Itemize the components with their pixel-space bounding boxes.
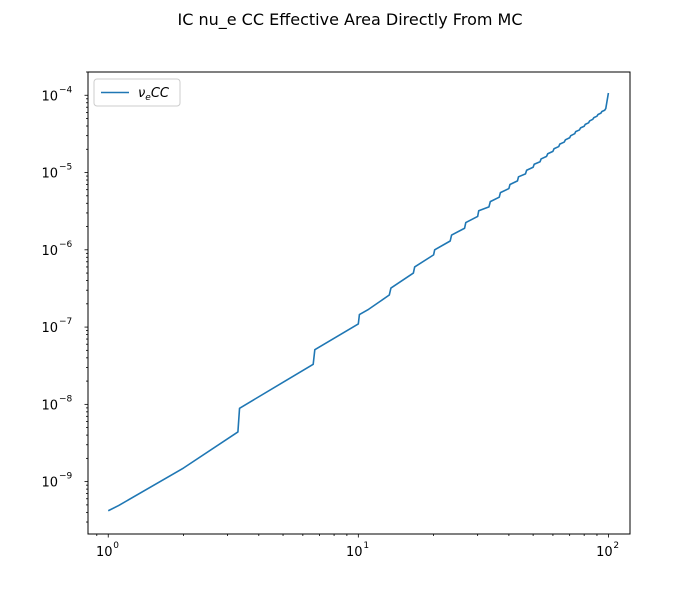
legend-label-tail: CC <box>151 86 170 101</box>
x-tick-label: 10 <box>596 545 613 560</box>
x-tick-label: 10 <box>346 545 363 560</box>
y-tick-label: 10 <box>41 398 58 413</box>
y-tick-label: 10 <box>41 321 58 336</box>
y-tick-label: 10 <box>41 244 58 259</box>
y-tick-exponent: −7 <box>59 317 72 327</box>
y-tick-exponent: −4 <box>59 85 73 95</box>
y-tick-exponent: −9 <box>59 472 73 482</box>
y-tick-exponent: −6 <box>59 240 73 250</box>
chart-title: IC nu_e CC Effective Area Directly From … <box>177 10 523 29</box>
x-tick-exponent: 1 <box>363 541 369 551</box>
series-line-nue-cc <box>107 92 610 512</box>
legend-box <box>93 78 181 107</box>
y-tick-label: 10 <box>41 167 58 182</box>
y-tick-exponent: −8 <box>59 394 73 404</box>
x-tick-exponent: 2 <box>613 541 619 551</box>
legend-label-main: ν <box>138 86 145 101</box>
x-tick-label: 10 <box>96 545 113 560</box>
legend-label: νeCC <box>138 86 170 103</box>
y-tick-exponent: −5 <box>59 163 72 173</box>
legend-label-sub: e <box>145 93 151 103</box>
legend: νeCC <box>93 78 181 107</box>
y-tick-label: 10 <box>41 476 58 491</box>
x-tick-exponent: 0 <box>113 541 119 551</box>
axis-ticks: 10 0 10 1 10 210 −910 −810 −710 −610 −510 −4 <box>41 71 619 560</box>
y-tick-label: 10 <box>41 89 58 104</box>
axes-frame <box>87 71 631 535</box>
series-layer <box>107 92 610 512</box>
